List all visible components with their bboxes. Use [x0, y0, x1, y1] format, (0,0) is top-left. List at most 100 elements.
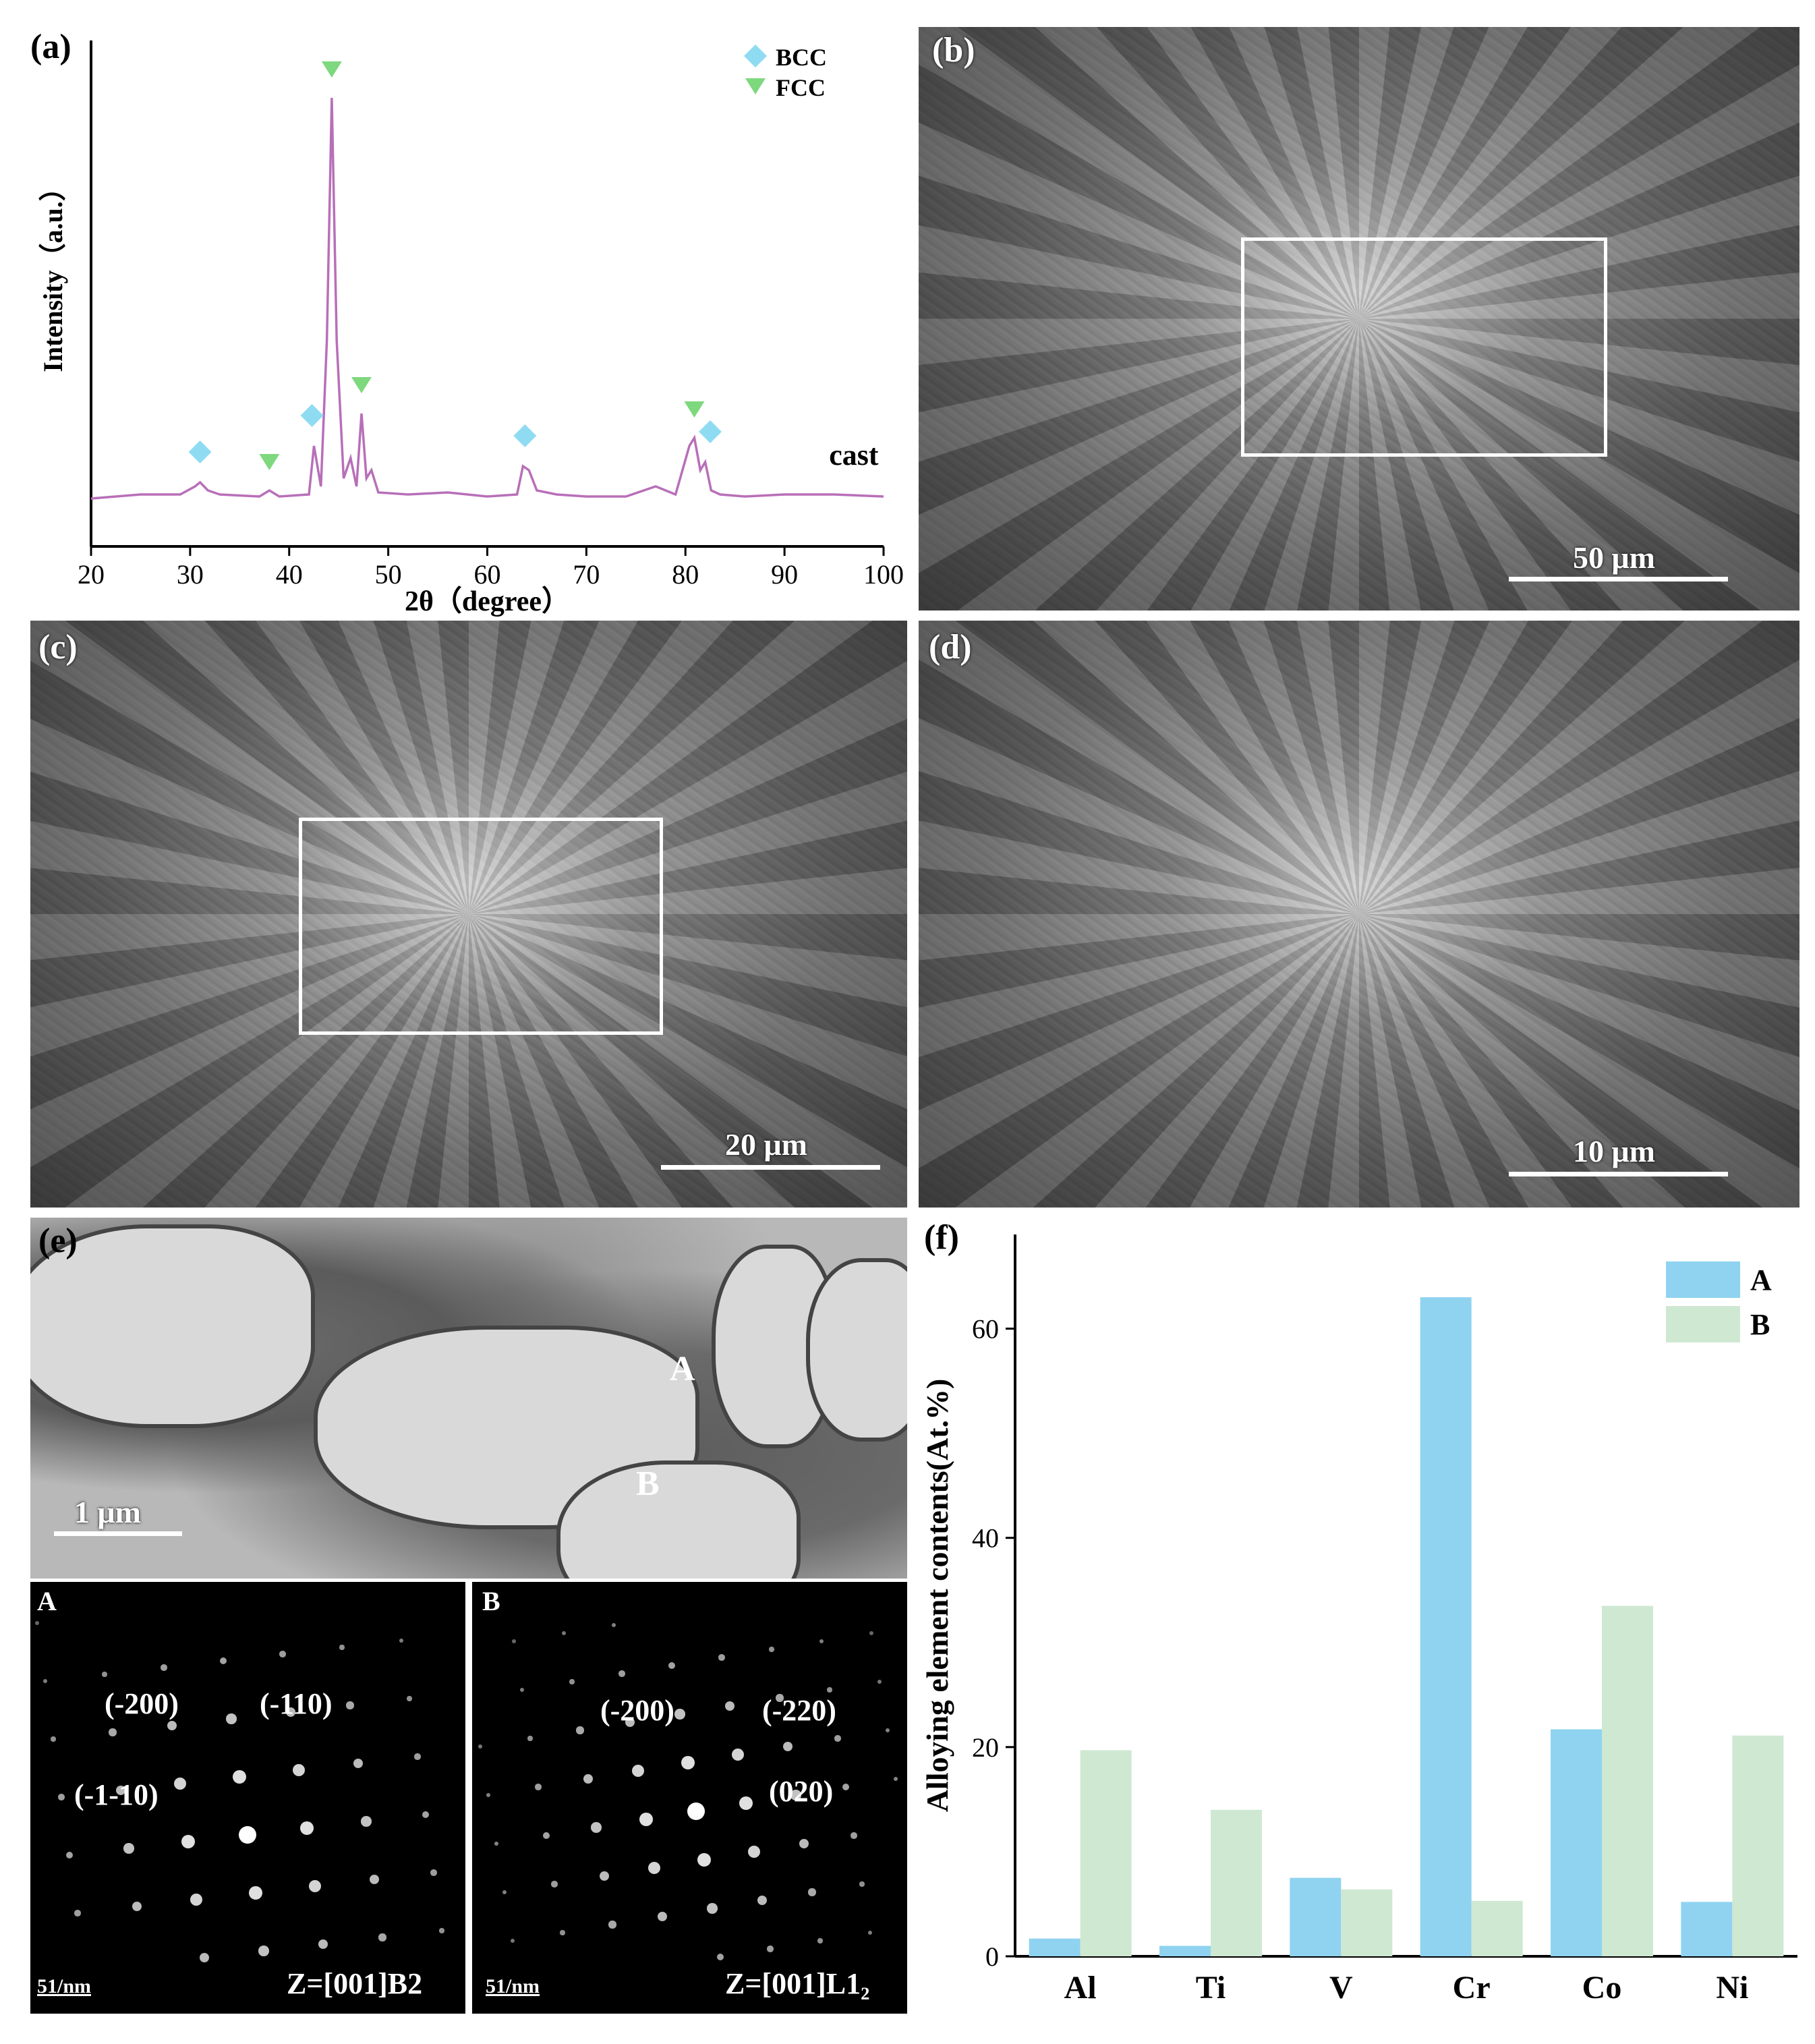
bar-b-al	[1080, 1750, 1132, 1956]
bcc-peak-marker	[513, 424, 537, 447]
legend-fcc-marker	[745, 78, 766, 94]
scale-label-c: 20 μm	[725, 1127, 807, 1162]
legend-bcc-label: BCC	[776, 44, 827, 71]
diffraction-spot	[542, 1832, 550, 1840]
diffraction-spot	[318, 1939, 328, 1950]
bcc-peak-marker	[698, 420, 722, 443]
legend-label-b: B	[1750, 1308, 1770, 1341]
diffraction-spot	[123, 1843, 134, 1854]
panel-label-c: (c)	[38, 628, 78, 666]
diffraction-spot	[674, 1709, 685, 1720]
bar-b-cr	[1471, 1900, 1523, 1956]
scale-label-b: 50 μm	[1573, 540, 1655, 575]
saed-a-label-2: (-110)	[260, 1687, 333, 1720]
diffraction-spot	[776, 1694, 784, 1702]
grain-1	[30, 1224, 315, 1428]
xrd-series-line	[90, 97, 884, 500]
saed-a-scale: 51/nm	[37, 1975, 92, 1997]
diffraction-spot	[369, 1874, 380, 1885]
bar-a-v	[1290, 1877, 1342, 1956]
diffraction-spot	[608, 1921, 616, 1929]
diffraction-spot	[43, 1679, 47, 1683]
diffraction-spot	[346, 1701, 354, 1709]
diffraction-spot	[647, 1861, 661, 1875]
diffraction-spot	[576, 1726, 584, 1734]
x-tick-label: Ni	[1716, 1970, 1748, 2006]
x-tick-label: Al	[1064, 1970, 1097, 2006]
bar-b-ni	[1732, 1735, 1784, 1956]
diffraction-spot	[817, 1938, 823, 1943]
x-tick-label: 80	[672, 559, 699, 590]
y-axis-label: Intensity（a.u.）	[38, 174, 68, 372]
saed-a-label-3: (-1-10)	[74, 1778, 159, 1811]
scale-label-e: 1 μm	[74, 1495, 141, 1529]
diffraction-spot	[414, 1753, 421, 1760]
diffraction-spot	[535, 1784, 542, 1790]
diffraction-spot	[132, 1901, 142, 1912]
dendrite-texture	[919, 621, 1799, 1208]
composition-panel: 0 20 40 60 Alloying element contents(At.%) Al…	[911, 1214, 1815, 2044]
scale-label-d: 10 μm	[1573, 1134, 1655, 1168]
legend-swatch-a	[1666, 1261, 1740, 1298]
diffraction-spot	[808, 1888, 816, 1896]
panel-label-e: (e)	[38, 1222, 78, 1260]
diffraction-spot	[639, 1812, 654, 1827]
scale-bar-d	[1509, 1172, 1728, 1176]
composition-chart: 0 20 40 60 Alloying element contents(At.%) Al…	[920, 1234, 1797, 2006]
y-tick-label: 20	[972, 1732, 999, 1763]
diffraction-spot	[827, 1687, 832, 1693]
diffraction-spot	[886, 1728, 890, 1732]
diffraction-spot	[790, 1790, 801, 1800]
diffraction-spot	[569, 1679, 575, 1684]
diffraction-spot	[657, 1911, 668, 1922]
bar-a-co	[1551, 1729, 1602, 1956]
diffraction-spot	[102, 1672, 107, 1677]
x-tick-label: 30	[177, 559, 204, 590]
diffraction-spot	[625, 1717, 635, 1728]
region-b-label: B	[636, 1465, 660, 1503]
diffraction-spot	[527, 1736, 533, 1741]
x-tick-label: 50	[375, 559, 402, 590]
sem-panel-c: (c) 20 μm	[30, 621, 907, 1208]
panel-label-f: (f)	[924, 1218, 959, 1257]
diffraction-spot	[739, 1796, 753, 1811]
saed-a-zone: Z=[001]B2	[287, 1967, 423, 2000]
diffraction-spot	[248, 1885, 263, 1900]
y-tick-label: 40	[972, 1523, 999, 1554]
diffraction-spot	[239, 1826, 256, 1844]
diffraction-spot	[439, 1928, 444, 1933]
x-tick-label: 70	[573, 559, 600, 590]
diffraction-spot	[65, 1851, 74, 1859]
bar-a-al	[1029, 1938, 1081, 1956]
sem-panel-b: (b) 50 μm	[919, 27, 1799, 611]
x-tick-label: Co	[1582, 1970, 1622, 2006]
x-tick-label: 100	[863, 559, 904, 590]
bar-b-co	[1602, 1606, 1653, 1956]
x-tick-label: V	[1329, 1970, 1353, 2006]
tem-panel: (e) A B 1 μm	[30, 1218, 907, 1579]
diffraction-spot	[486, 1793, 490, 1797]
diffraction-spot	[668, 1662, 676, 1670]
bar-b-ti	[1211, 1809, 1262, 1956]
diffraction-spot	[181, 1834, 196, 1849]
diffraction-spot	[724, 1701, 735, 1711]
saed-b-label-2: (-220)	[762, 1694, 836, 1727]
diffraction-spot	[767, 1946, 774, 1952]
bar-b-v	[1341, 1889, 1393, 1956]
x-axis-label: 2θ（degree）	[405, 586, 570, 617]
bar-a-ni	[1681, 1902, 1733, 1956]
saed-a-title: A	[37, 1586, 57, 1616]
diffraction-spot	[868, 1931, 872, 1935]
diffraction-spot	[422, 1811, 430, 1819]
diffraction-spot	[511, 1939, 515, 1943]
x-tick-label: Ti	[1196, 1970, 1226, 2006]
bcc-peak-marker	[188, 441, 212, 463]
diffraction-spot	[551, 1881, 558, 1887]
xrd-panel: 20 30 40 50 60 70 80 90 100 2θ（degree） Intensity（a…	[0, 0, 907, 617]
diffraction-spot	[512, 1639, 516, 1643]
diffraction-spot	[618, 1670, 625, 1677]
diffraction-spot	[877, 1680, 882, 1684]
diffraction-spot	[599, 1871, 610, 1881]
scale-bar-c	[661, 1165, 880, 1170]
saed-panel-b: B (-200) (-220) (020) Z=[001]L1₂ 51/nm	[472, 1582, 907, 2014]
